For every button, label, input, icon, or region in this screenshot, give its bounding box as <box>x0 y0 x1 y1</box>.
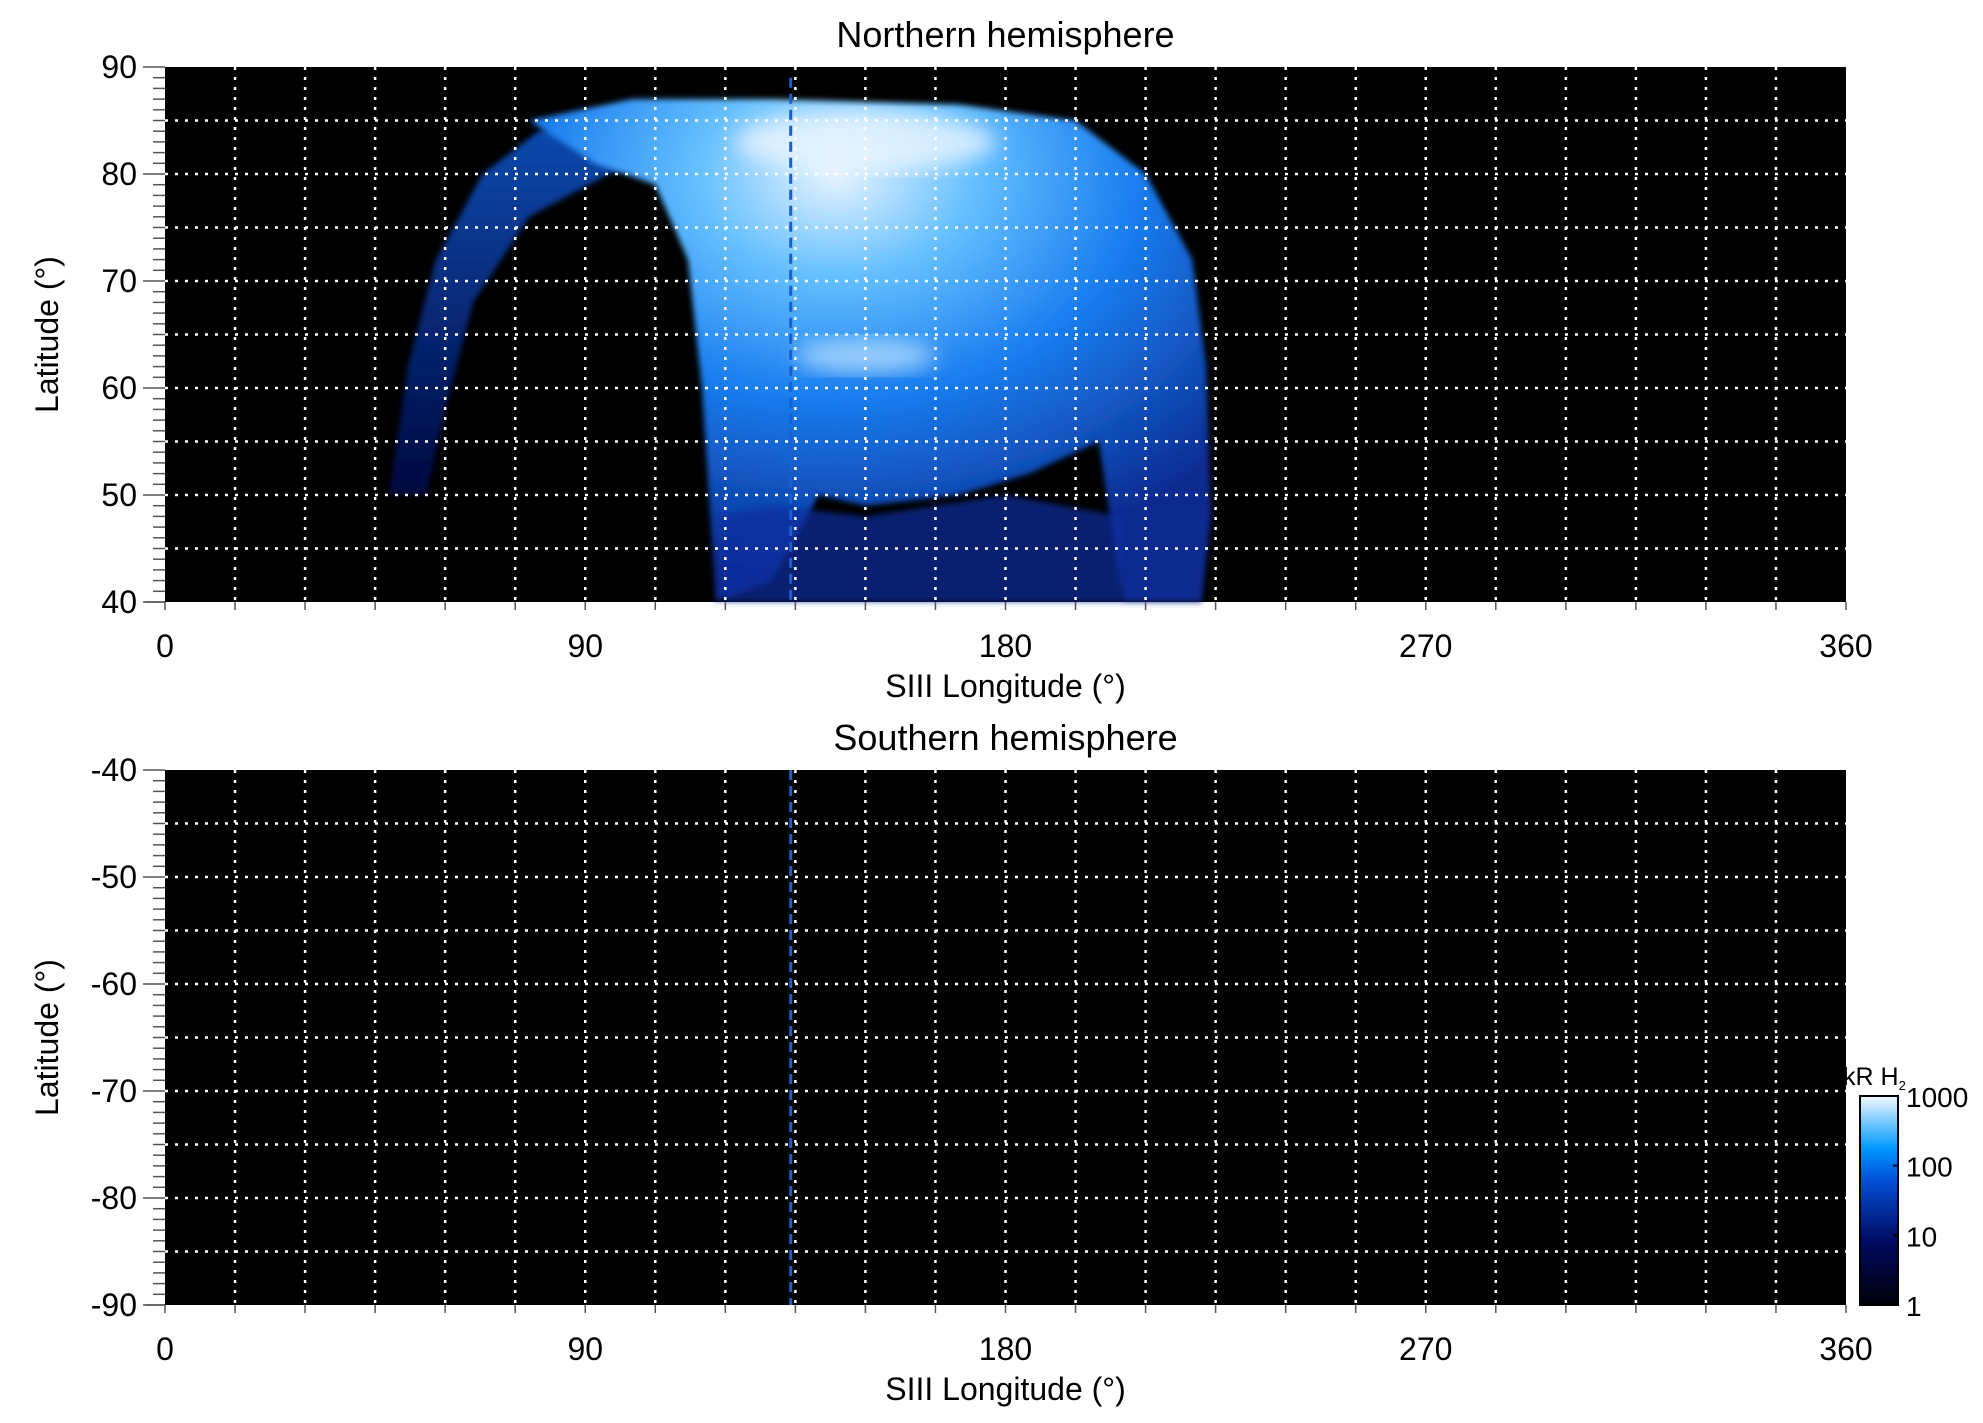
y-tick-label: 40 <box>101 584 137 620</box>
y-axis-label: Latitude (°) <box>29 256 65 413</box>
colorbar: kR H2 1 10 100 1000 <box>1843 1063 1968 1322</box>
y-tick-label: 60 <box>101 370 137 406</box>
colorbar-label: kR H2 <box>1843 1063 1906 1093</box>
x-tick-label: 180 <box>979 628 1032 664</box>
x-tick-label: 270 <box>1399 1331 1452 1367</box>
colorbar-tick-label: 10 <box>1906 1221 1937 1252</box>
y-tick-label: 50 <box>101 477 137 513</box>
x-tick-label: 360 <box>1819 628 1872 664</box>
northern-panel: 40 50 60 70 80 90 0 90 180 270 360 Northern hemisph… <box>29 14 1873 704</box>
colorbar-tick-label: 1 <box>1906 1291 1922 1322</box>
y-tick-label: 90 <box>101 49 137 85</box>
y-tick-label: 80 <box>101 156 137 192</box>
y-tick-label: -90 <box>91 1287 137 1323</box>
y-tick-label: -40 <box>91 752 137 788</box>
x-tick-label: 0 <box>156 628 174 664</box>
x-tick-label: 270 <box>1399 628 1452 664</box>
panel-title: Southern hemisphere <box>833 717 1177 758</box>
y-tick-label: -50 <box>91 859 137 895</box>
southern-panel: -90 -80 -70 -60 -50 -40 0 90 180 270 360 Southern h… <box>29 717 1873 1407</box>
x-tick-label: 180 <box>979 1331 1032 1367</box>
x-tick-label: 90 <box>567 1331 603 1367</box>
y-tick-label: 70 <box>101 263 137 299</box>
auroral-emission <box>389 99 1211 602</box>
x-tick-label: 0 <box>156 1331 174 1367</box>
x-tick-label: 90 <box>567 628 603 664</box>
y-tick-label: -70 <box>91 1073 137 1109</box>
x-axis-label: SIII Longitude (°) <box>885 1371 1125 1407</box>
colorbar-tick-label: 1000 <box>1906 1082 1968 1113</box>
x-axis-label: SIII Longitude (°) <box>885 668 1125 704</box>
x-tick-label: 360 <box>1819 1331 1872 1367</box>
colorbar-gradient <box>1859 1095 1899 1306</box>
colorbar-tick-label: 100 <box>1906 1152 1953 1183</box>
y-tick-label: -80 <box>91 1180 137 1216</box>
y-axis-label: Latitude (°) <box>29 959 65 1116</box>
y-tick-label: -60 <box>91 966 137 1002</box>
panel-title: Northern hemisphere <box>836 14 1174 55</box>
